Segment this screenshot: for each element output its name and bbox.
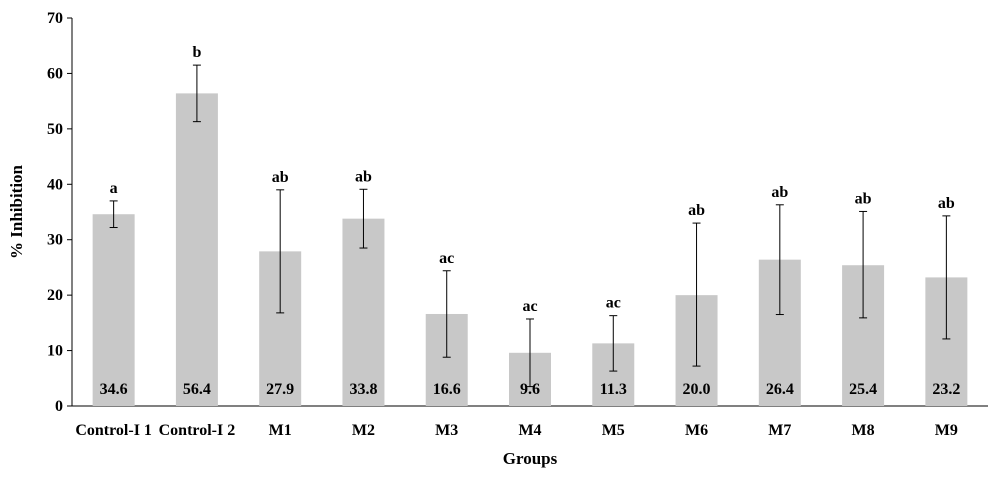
significance-label: ac	[522, 298, 537, 315]
x-axis-title: Groups	[503, 449, 558, 468]
x-tick-label: M8	[852, 422, 875, 439]
significance-label: ab	[855, 190, 872, 207]
significance-label: ac	[606, 295, 621, 312]
y-tick-label: 10	[47, 343, 63, 360]
x-tick-label: M9	[935, 422, 958, 439]
y-tick-label: 30	[47, 232, 63, 249]
data-label: 27.9	[266, 381, 294, 398]
x-tick-label: M5	[602, 422, 625, 439]
significance-label: ab	[355, 168, 372, 185]
data-label: 23.2	[932, 381, 960, 398]
x-tick-label: M1	[269, 422, 292, 439]
y-tick-label: 60	[47, 65, 63, 82]
significance-label: b	[192, 44, 201, 61]
significance-label: ab	[272, 169, 289, 186]
error-bars	[109, 64, 951, 388]
data-label: 25.4	[849, 381, 877, 398]
data-label: 34.6	[100, 381, 128, 398]
y-axis: 0 10 20 30 40 50 60 70	[47, 10, 73, 415]
y-tick-label: 0	[55, 398, 63, 415]
x-tick-label: M7	[768, 422, 791, 439]
bar	[175, 93, 218, 406]
significance-label: ab	[938, 195, 955, 212]
x-tick-label: M2	[352, 422, 375, 439]
y-axis-title: % Inhibition	[7, 164, 26, 259]
y-tick-label: 70	[47, 10, 63, 27]
significance-label: ab	[688, 202, 705, 219]
x-tick-label: M6	[685, 422, 708, 439]
data-label: 9.6	[520, 381, 540, 398]
x-tick-label: M4	[518, 422, 541, 439]
y-tick-label: 40	[47, 176, 63, 193]
data-label: 33.8	[349, 381, 377, 398]
x-tick-label: M3	[435, 422, 458, 439]
bar	[342, 218, 385, 406]
significance-label: ac	[439, 250, 454, 267]
data-label: 16.6	[433, 381, 461, 398]
y-tick-label: 50	[47, 121, 63, 138]
labels: a 34.6 b 56.4 ab 27.9 ab 33.8 ac 16.6 ac 9.6 ac 11.3 a…	[100, 44, 961, 398]
data-label: 11.3	[600, 381, 627, 398]
x-tick-label: Control-I 1	[75, 422, 152, 439]
x-tick-label: Control-I 2	[159, 422, 236, 439]
significance-label: a	[110, 180, 118, 197]
data-label: 20.0	[683, 381, 711, 398]
data-label: 26.4	[766, 381, 794, 398]
significance-label: ab	[771, 184, 788, 201]
x-axis: Control-I 1 Control-I 2 M1 M2 M3 M4 M5 M6 M7 M8 M9	[72, 405, 988, 439]
bar	[92, 214, 135, 406]
bars	[92, 93, 968, 406]
data-label: 56.4	[183, 381, 211, 398]
y-tick-label: 20	[47, 287, 63, 304]
